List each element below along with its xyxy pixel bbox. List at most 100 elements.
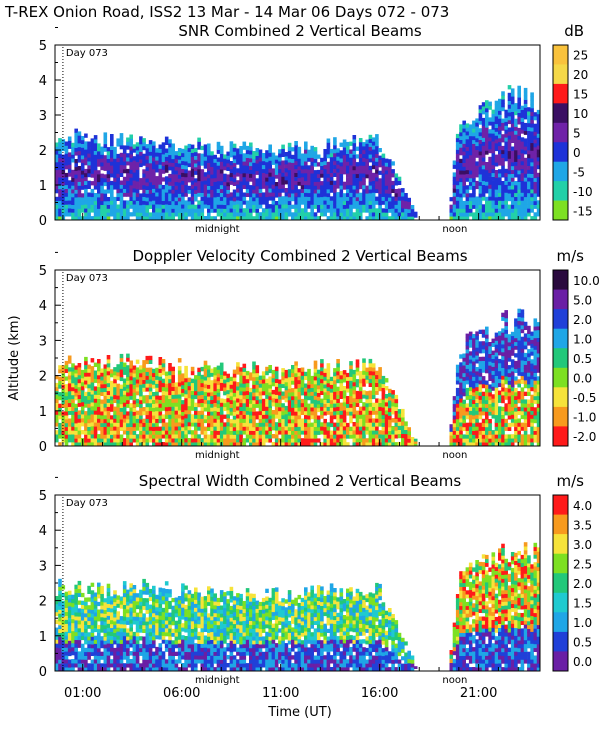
chart-0-cell bbox=[339, 173, 344, 178]
chart-1-cell bbox=[252, 396, 256, 401]
chart-0-cell bbox=[504, 129, 508, 134]
chart-0-cell bbox=[87, 172, 91, 178]
chart-0-cell bbox=[352, 212, 357, 217]
chart-0-cell bbox=[77, 169, 82, 175]
chart-0-cell bbox=[239, 146, 243, 151]
chart-0-cell bbox=[284, 200, 289, 205]
chart-0-cell bbox=[478, 151, 483, 156]
chart-0-cell bbox=[184, 149, 188, 154]
chart-0-cell bbox=[213, 193, 217, 198]
chart-1-cell bbox=[181, 411, 185, 416]
chart-1-cell bbox=[252, 411, 256, 416]
chart-1-cell bbox=[106, 366, 111, 372]
chart-0-cell bbox=[397, 212, 402, 217]
chart-0-cell bbox=[74, 216, 78, 221]
chart-0-cell bbox=[77, 189, 82, 194]
chart-0-cell bbox=[58, 184, 62, 190]
chart-0-cell bbox=[310, 204, 314, 209]
chart-0-cell bbox=[252, 185, 256, 190]
chart-0-cell bbox=[352, 193, 357, 198]
chart-0-cell bbox=[106, 212, 111, 217]
chart-0-cell bbox=[533, 154, 538, 159]
chart-0-cell bbox=[152, 212, 156, 217]
chart-0-cell bbox=[223, 154, 227, 159]
chart-1-cell bbox=[455, 368, 460, 373]
chart-0-cell bbox=[110, 212, 114, 217]
chart-1-cell bbox=[71, 402, 75, 407]
chart-1-cell bbox=[64, 376, 69, 381]
chart-1-cell bbox=[168, 370, 172, 376]
chart-0-cell bbox=[255, 201, 260, 206]
chart-0-cell bbox=[378, 159, 382, 164]
chart-0-cell bbox=[67, 172, 72, 177]
chart-0-cell bbox=[249, 142, 253, 147]
chart-1-cell bbox=[261, 442, 266, 447]
chart-0-cell bbox=[281, 144, 285, 149]
chart-1-cell bbox=[245, 402, 250, 407]
chart-0-cell bbox=[536, 137, 541, 142]
chart-0-cell bbox=[58, 196, 62, 201]
chart-0-cell bbox=[517, 85, 521, 90]
chart-0-cell bbox=[74, 136, 78, 141]
chart-1-cell bbox=[455, 380, 460, 385]
chart-0-cell bbox=[536, 204, 541, 209]
chart-1-cell bbox=[100, 411, 104, 416]
chart-1-cell bbox=[339, 410, 344, 415]
chart-1-cell bbox=[455, 407, 460, 412]
chart-0-cell bbox=[375, 138, 379, 143]
chart-1-cell bbox=[371, 438, 376, 443]
chart-0-cell bbox=[523, 185, 528, 190]
chart-0-cell bbox=[258, 204, 263, 209]
chart-0-cell bbox=[520, 208, 525, 213]
chart-1-cell bbox=[333, 372, 337, 377]
chart-1-cell bbox=[271, 426, 276, 431]
chart-1-cell bbox=[132, 388, 137, 393]
chart-1-cell bbox=[158, 368, 163, 373]
chart-1-cell bbox=[74, 442, 78, 447]
chart-1-cell bbox=[158, 384, 163, 389]
chart-1-cell bbox=[255, 380, 260, 385]
chart-1-cell bbox=[171, 426, 175, 431]
chart-0-cell bbox=[536, 145, 541, 150]
chart-1-cell bbox=[55, 422, 59, 427]
chart-0-cell bbox=[274, 208, 279, 213]
chart-0-cell bbox=[190, 176, 195, 181]
chart-0-cell bbox=[452, 188, 457, 193]
chart-1-cell bbox=[161, 366, 166, 372]
chart-1-cell bbox=[110, 403, 114, 408]
chart-0-cell bbox=[485, 131, 489, 136]
chart-1-cell bbox=[449, 435, 454, 440]
chart-0-cell bbox=[252, 208, 256, 213]
chart-0-cell bbox=[517, 189, 521, 194]
chart-0-cell bbox=[245, 145, 250, 151]
chart-0-cell bbox=[245, 192, 250, 197]
chart-0-cell bbox=[126, 145, 130, 150]
chart-0-cell bbox=[397, 196, 402, 201]
chart-0-cell bbox=[245, 188, 250, 194]
chart-1-cell bbox=[258, 430, 263, 435]
chart-0-cell bbox=[100, 204, 104, 209]
chart-0-cell bbox=[184, 188, 188, 193]
chart-0-cell bbox=[520, 164, 525, 170]
chart-0-cell bbox=[265, 181, 269, 186]
chart-0-cell bbox=[142, 212, 146, 217]
chart-1-cell bbox=[313, 387, 318, 393]
chart-1-cell bbox=[74, 411, 78, 416]
chart-0-cell bbox=[475, 161, 479, 166]
chart-1-cell bbox=[106, 434, 111, 439]
chart-0-cell bbox=[504, 113, 508, 118]
chart-0-cell bbox=[100, 162, 104, 167]
chart-0-cell bbox=[142, 216, 146, 221]
chart-1-cell bbox=[378, 371, 382, 376]
chart-1-cell bbox=[404, 425, 408, 430]
chart-0-cell bbox=[323, 204, 327, 209]
chart-0-cell bbox=[232, 216, 237, 221]
chart-1-cell bbox=[161, 442, 166, 447]
chart-0-cell bbox=[152, 176, 156, 181]
chart-1-cell bbox=[113, 414, 117, 419]
chart-0-cell bbox=[249, 165, 253, 170]
chart-0-cell bbox=[287, 158, 292, 163]
chart-0-cell bbox=[110, 161, 114, 166]
chart-0-cell bbox=[132, 208, 137, 213]
chart-0-cell bbox=[459, 151, 463, 156]
